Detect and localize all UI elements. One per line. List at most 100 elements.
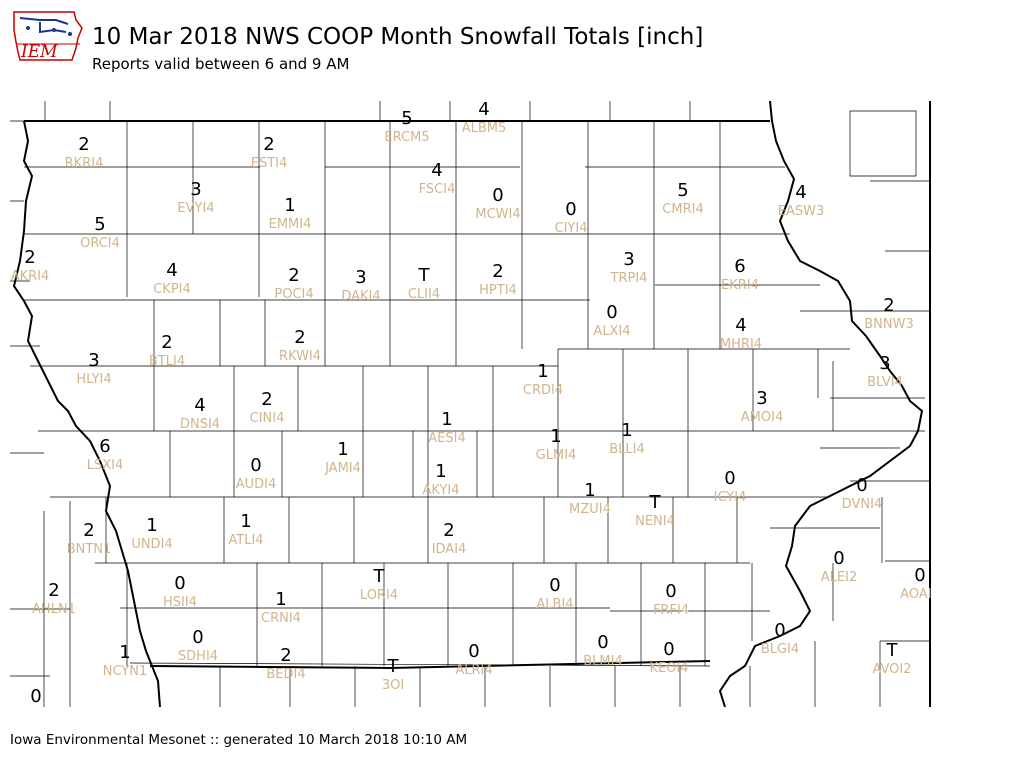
logo-text: IEM: [21, 42, 58, 62]
station-id-label: ALXI4: [593, 324, 630, 339]
station-snowfall-value: 2: [161, 332, 172, 353]
station-id-label: FSCI4: [419, 182, 456, 197]
station-snowfall-value: 1: [550, 426, 561, 447]
station-snowfall-value: 1: [284, 195, 295, 216]
station-snowfall-value: 3: [623, 249, 634, 270]
station-snowfall-value: 2: [883, 295, 894, 316]
station-snowfall-value: 2: [280, 645, 291, 666]
station-id-label: BNNW3: [864, 317, 914, 332]
station-snowfall-value: 2: [48, 580, 59, 601]
station-snowfall-value: 0: [665, 581, 676, 602]
station-snowfall-value: 0: [174, 573, 185, 594]
station-id-label: AESI4: [428, 431, 465, 446]
station-id-label: ESTI4: [251, 156, 288, 171]
station-id-label: RKRI4: [65, 156, 104, 171]
station-snowfall-value: 4: [795, 182, 806, 203]
station-id-label: LORI4: [360, 588, 398, 603]
station-id-label: KEOI4: [649, 661, 688, 676]
station-snowfall-value: 2: [78, 134, 89, 155]
station-snowfall-value: 1: [537, 361, 548, 382]
station-id-label: AOAI2: [900, 587, 931, 602]
station-id-label: MCWI4: [475, 207, 520, 222]
station-id-label: RKWI4: [279, 349, 321, 364]
generated-footer: Iowa Environmental Mesonet :: generated …: [10, 732, 468, 748]
station-snowfall-value: T: [387, 656, 400, 677]
station-id-label: BLLI4: [609, 442, 645, 457]
station-id-label: CINI4: [250, 411, 285, 426]
station-id-label: UNDI4: [131, 537, 172, 552]
station-id-label: MZUI4: [569, 502, 611, 517]
station-id-label: FRFI4: [653, 603, 689, 618]
station-id-label: ERCM5: [384, 130, 429, 145]
station-snowfall-value: 3: [355, 267, 366, 288]
station-snowfall-value: 3: [190, 179, 201, 200]
station-id-label: CMRI4: [662, 202, 703, 217]
station-id-label: HSII4: [163, 595, 197, 610]
station-snowfall-value: 4: [194, 395, 205, 416]
station-snowfall-value: 2: [263, 134, 274, 155]
station-id-label: AHLN1: [32, 602, 76, 617]
station-id-label: AMOI4: [741, 410, 783, 425]
station-id-label: IDAI4: [432, 542, 467, 557]
station-id-label: GLMI4: [536, 448, 577, 463]
station-id-label: MHRI4: [720, 337, 762, 352]
station-snowfall-value: 2: [261, 389, 272, 410]
station-snowfall-value: 0: [250, 455, 261, 476]
station-snowfall-value: 0: [30, 686, 41, 707]
station-snowfall-value: 0: [663, 639, 674, 660]
station-id-label: ICYI4: [714, 490, 747, 505]
station-snowfall-value: 2: [288, 265, 299, 286]
station-snowfall-value: 0: [856, 475, 867, 496]
station-snowfall-value: 2: [492, 261, 503, 282]
station-snowfall-value: T: [649, 492, 662, 513]
station-id-label: EVYI4: [177, 201, 214, 216]
station-snowfall-value: 6: [99, 436, 110, 457]
station-snowfall-value: 3: [88, 350, 99, 371]
snowfall-map: 5 ERCM5 4 ALBM5 2 RKRI4 2 ESTI4 4 FSCI4 3 EVYI4 1 EMM…: [10, 99, 940, 723]
station-id-label: NENI4: [635, 514, 675, 529]
station-snowfall-value: 0: [565, 199, 576, 220]
station-id-label: TRPI4: [610, 271, 648, 286]
station-snowfall-value: 1: [621, 420, 632, 441]
station-id-label: AKYI4: [422, 483, 459, 498]
station-snowfall-value: T: [886, 640, 899, 661]
station-id-label: ORCI4: [80, 236, 120, 251]
station-id-label: BLVI4: [867, 375, 903, 390]
station-id-label: ALRI4: [455, 663, 492, 678]
station-snowfall-value: 0: [492, 185, 503, 206]
